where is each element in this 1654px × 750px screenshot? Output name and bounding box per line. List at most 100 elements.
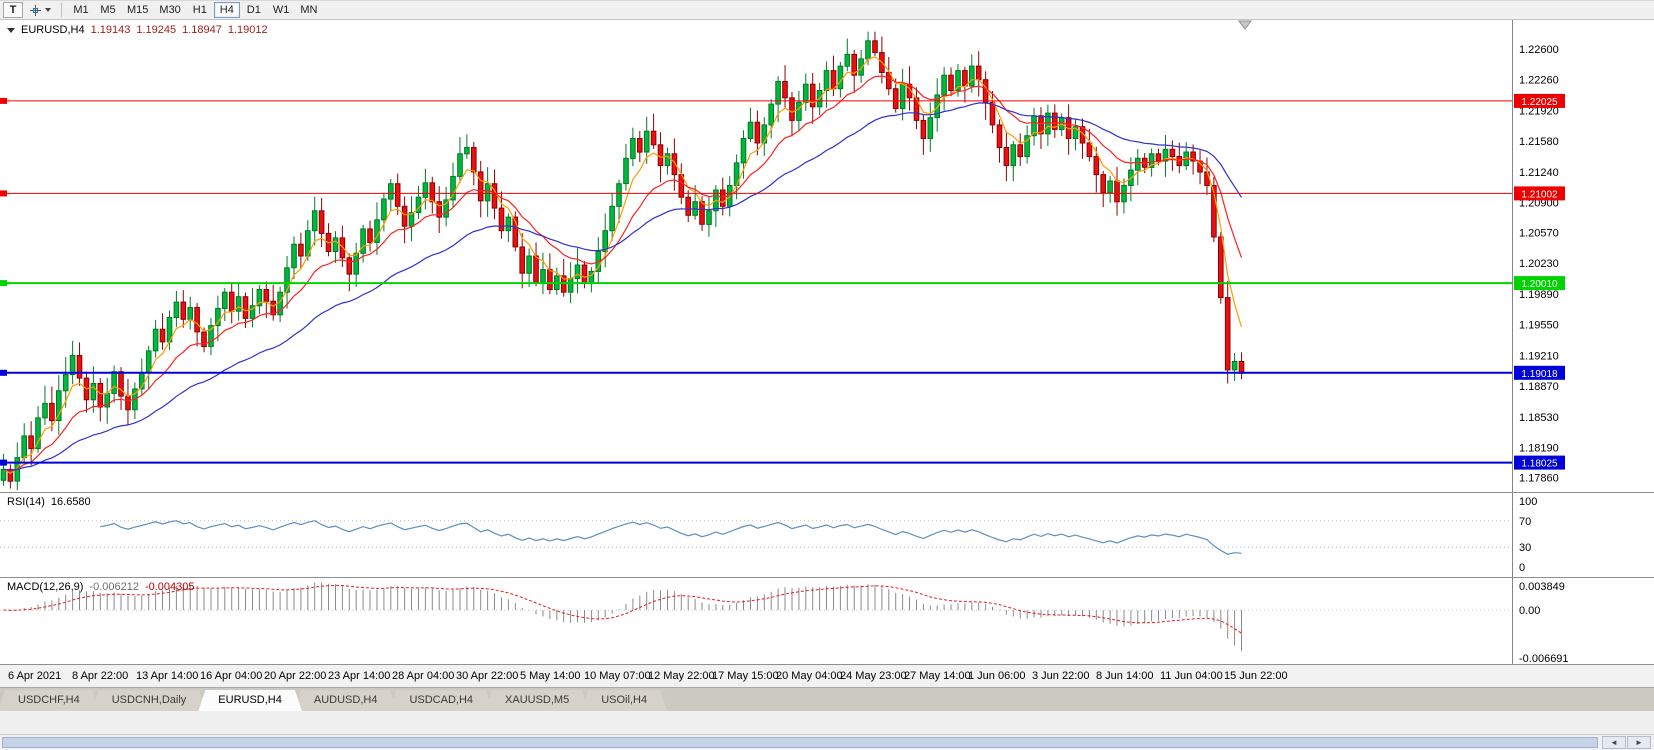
price-axis-tick: 1.21580 — [1519, 136, 1559, 148]
time-axis[interactable]: 6 Apr 2021 8 Apr 22:00 13 Apr 14:00 16 Apr … — [0, 664, 1654, 687]
toolbar-separator — [61, 3, 62, 17]
time-axis-label: 6 Apr 2021 — [8, 670, 62, 682]
timeframe-button-w1[interactable]: W1 — [268, 2, 295, 18]
macd-axis-tick: -0.006691 — [1519, 653, 1569, 665]
timeframe-button-d1[interactable]: D1 — [241, 2, 267, 18]
chart-tab-xauusd-m5[interactable]: XAUUSD,M5 — [485, 690, 589, 711]
time-axis-label: 30 Apr 22:00 — [456, 670, 519, 682]
timeframe-button-m15[interactable]: M15 — [122, 2, 153, 18]
ohlc-open: 1.19143 — [90, 24, 131, 36]
price-axis-tick: 1.19550 — [1519, 320, 1559, 332]
svg-text:1.19018: 1.19018 — [1521, 369, 1558, 380]
rsi-axis-tick: 100 — [1519, 496, 1537, 508]
time-axis-label: 28 Apr 04:00 — [392, 670, 455, 682]
time-axis-label: 1 Jun 06:00 — [968, 670, 1026, 682]
horizontal-line-1.21002[interactable] — [0, 190, 1512, 197]
rsi-line — [100, 520, 1242, 555]
horizontal-line-1.20010[interactable] — [0, 280, 1512, 287]
macd-canvas: 0.003849 0.00 -0.006691 — [0, 578, 1569, 665]
time-axis-label: 23 Apr 14:00 — [328, 670, 391, 682]
horizontal-line-1.18025[interactable] — [0, 459, 1512, 466]
tools-button[interactable]: T — [3, 2, 23, 18]
hline-left-marker — [0, 459, 7, 466]
price-axis-tick: 1.19890 — [1519, 289, 1559, 301]
price-chart-panel[interactable]: 1.22600 1.22260 1.21920 1.21580 1.21240 1.209… — [0, 20, 1654, 492]
ohlc-high: 1.19245 — [136, 24, 177, 36]
time-axis-label: 5 May 14:00 — [520, 670, 581, 682]
chart-tab-usoil-h4[interactable]: USOil,H4 — [581, 690, 667, 711]
price-axis-tick: 1.18190 — [1519, 443, 1559, 455]
moving-average-5 — [3, 56, 1243, 475]
dropdown-caret-icon — [45, 8, 51, 12]
chart-tab-usdcnh-daily[interactable]: USDCNH,Daily — [92, 690, 207, 711]
price-chart-canvas[interactable]: 1.22600 1.22260 1.21920 1.21580 1.21240 1.209… — [0, 20, 1654, 492]
candlesticks — [0, 31, 1245, 491]
timeframe-button-h1[interactable]: H1 — [187, 2, 213, 18]
toolbar: T M1 M5 M15 M30 H1 H4 D1 W1 MN — [0, 1, 1654, 20]
timeframe-button-m30[interactable]: M30 — [154, 2, 185, 18]
chart-tab-bar: USDCHF,H4 USDCNH,Daily EURUSD,H4 AUDUSD,H4 U… — [0, 687, 1654, 711]
time-axis-label: 3 Jun 22:00 — [1032, 670, 1090, 682]
chart-tab-usdcad-h4[interactable]: USDCAD,H4 — [389, 690, 493, 711]
price-axis-tick: 1.20570 — [1519, 228, 1559, 240]
horizontal-line-1.22025[interactable] — [0, 97, 1512, 104]
price-badge-1.22025: 1.22025 — [1514, 93, 1565, 108]
macd-label: MACD(12,26,9) — [7, 581, 84, 593]
price-badge-1.20010: 1.20010 — [1514, 276, 1565, 291]
ohlc-low: 1.18947 — [182, 24, 222, 36]
hline-left-marker — [0, 190, 7, 197]
timeframe-button-m5[interactable]: M5 — [95, 2, 121, 18]
macd-main-value: -0.006212 — [89, 581, 139, 593]
price-axis-tick: 1.19210 — [1519, 351, 1559, 363]
chart-tab-audusd-h4[interactable]: AUDUSD,H4 — [294, 690, 398, 711]
svg-text:1.21002: 1.21002 — [1521, 189, 1558, 200]
moving-average-34 — [3, 102, 1243, 471]
time-axis-label: 27 May 14:00 — [904, 670, 971, 682]
svg-text:1.20010: 1.20010 — [1521, 279, 1558, 290]
price-axis-tick: 1.17860 — [1519, 473, 1559, 485]
time-axis-label: 20 Apr 22:00 — [264, 670, 327, 682]
time-axis-label: 10 May 07:00 — [584, 670, 651, 682]
time-axis-label: 24 May 23:00 — [840, 670, 907, 682]
time-axis-label: 15 Jun 22:00 — [1224, 670, 1288, 682]
price-axis-tick: 1.18870 — [1519, 381, 1559, 393]
time-axis-label: 16 Apr 04:00 — [200, 670, 263, 682]
chart-tab-usdchf-h4[interactable]: USDCHF,H4 — [0, 690, 100, 711]
cursor-tool-button[interactable] — [25, 1, 55, 19]
chart-tab-eurusd-h4[interactable]: EURUSD,H4 — [198, 690, 302, 711]
hline-left-marker — [0, 280, 7, 287]
ohlc-close: 1.19012 — [227, 24, 268, 36]
time-axis-label: 12 May 22:00 — [648, 670, 715, 682]
price-badge-1.21002: 1.21002 — [1514, 186, 1565, 201]
rsi-canvas: 100 70 30 0 — [0, 493, 1537, 578]
scroll-left-button[interactable]: ◄ — [1602, 736, 1626, 749]
macd-histogram — [9, 582, 1242, 652]
scroll-right-button[interactable]: ► — [1627, 736, 1651, 749]
price-badge-1.19018: 1.19018 — [1514, 365, 1565, 380]
timeframe-button-m1[interactable]: M1 — [68, 2, 94, 18]
chart-shift-marker[interactable] — [1238, 20, 1252, 30]
price-axis-tick: 1.22260 — [1519, 75, 1559, 87]
time-axis-label: 8 Apr 22:00 — [72, 670, 129, 682]
rsi-indicator-panel: 100 70 30 0 RSI(14) 16.6580 — [0, 492, 1654, 578]
macd-header: MACD(12,26,9) -0.006212 -0.004305 — [7, 581, 195, 593]
timeframe-button-h4[interactable]: H4 — [213, 2, 240, 18]
price-axis-tick: 1.18530 — [1519, 412, 1559, 424]
price-badge-1.18025: 1.18025 — [1514, 455, 1565, 470]
timeframe-toolbar: M1 M5 M15 M30 H1 H4 D1 W1 MN — [68, 2, 322, 18]
time-axis-label: 11 Jun 04:00 — [1160, 670, 1223, 682]
rsi-axis-tick: 70 — [1519, 516, 1531, 528]
macd-axis-tick: 0.00 — [1519, 605, 1540, 617]
horizontal-scrollbar[interactable]: ◄ ► — [0, 734, 1654, 750]
horizontal-line-1.19018[interactable] — [0, 369, 1512, 376]
chart-ohlc-header: EURUSD,H4 1.19143 1.19245 1.18947 1.1901… — [7, 24, 268, 36]
scrollbar-thumb[interactable] — [2, 737, 1598, 748]
price-axis-tick: 1.21240 — [1519, 167, 1559, 179]
rsi-axis-tick: 30 — [1519, 542, 1531, 554]
time-axis-label: 8 Jun 14:00 — [1096, 670, 1154, 682]
timeframe-button-mn[interactable]: MN — [295, 2, 322, 18]
price-axis-tick: 1.22600 — [1519, 44, 1559, 56]
hline-left-marker — [0, 97, 7, 104]
chart-symbol-label: EURUSD,H4 — [21, 24, 85, 36]
